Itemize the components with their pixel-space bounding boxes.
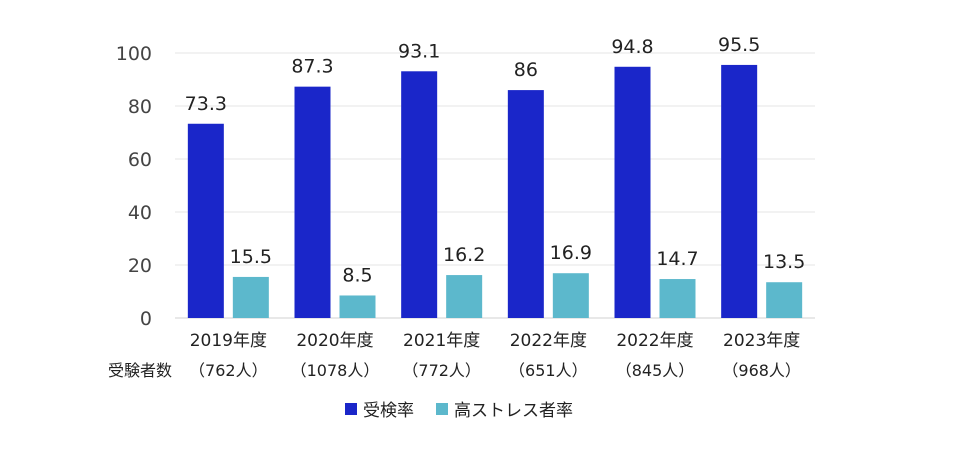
data-label-exam-rate: 94.8 <box>611 36 653 58</box>
y-tick-label: 60 <box>128 149 152 171</box>
data-label-exam-rate: 86 <box>514 59 538 81</box>
x-tick-label: 2022年度 <box>510 331 587 351</box>
x-tick-label: 2020年度 <box>296 331 373 351</box>
bar-exam-rate <box>614 66 651 318</box>
legend-swatch-exam-rate <box>345 402 357 415</box>
data-label-exam-rate: 87.3 <box>291 56 333 78</box>
gridlines <box>175 52 815 319</box>
x-axis-tick-labels: 2019年度 （762人） 2020年度 （1078人） 2021年度 （772人） 202… <box>108 331 801 380</box>
y-tick-label: 20 <box>128 255 152 277</box>
legend: 受検率 高ストレス者率 <box>345 396 595 421</box>
legend-swatch-high-stress-rate <box>436 402 448 415</box>
data-label-exam-rate: 93.1 <box>398 40 440 62</box>
x-tick-participants: （845人） <box>616 361 695 380</box>
data-label-exam-rate: 73.3 <box>185 93 227 115</box>
bar-high-stress-rate <box>552 273 589 318</box>
x-tick-label: 2022年度 <box>616 331 693 351</box>
legend-label-exam-rate: 受検率 <box>363 401 414 421</box>
x-tick-participants: （1078人） <box>291 361 380 380</box>
x-tick-participants: （772人） <box>402 361 481 380</box>
data-labels: 73.3 15.5 87.3 8.5 93.1 16.2 86 16.9 94.8 14.7 95.… <box>185 34 806 287</box>
y-tick-label: 100 <box>116 43 152 65</box>
legend-item-exam-rate: 受検率 <box>345 396 414 421</box>
x-tick-participants: （762人） <box>189 361 268 380</box>
legend-item-high-stress-rate: 高ストレス者率 <box>436 396 573 421</box>
y-tick-label: 40 <box>128 202 152 224</box>
x-tick-label: 2019年度 <box>190 331 267 351</box>
bar-high-stress-rate <box>339 295 376 318</box>
bar-high-stress-rate <box>232 276 269 318</box>
data-label-high-stress-rate: 13.5 <box>763 251 805 273</box>
x-tick-participants: （651人） <box>509 361 588 380</box>
data-label-high-stress-rate: 8.5 <box>342 264 372 286</box>
data-label-high-stress-rate: 14.7 <box>656 248 698 270</box>
data-label-high-stress-rate: 15.5 <box>230 246 272 268</box>
data-label-exam-rate: 95.5 <box>718 34 760 56</box>
x-tick-label: 2023年度 <box>723 331 800 351</box>
y-tick-label: 80 <box>128 96 152 118</box>
bar-exam-rate <box>294 86 331 318</box>
participants-row-label: 受験者数 <box>108 361 172 380</box>
legend-label-high-stress-rate: 高ストレス者率 <box>454 401 573 421</box>
y-tick-label: 0 <box>140 308 152 330</box>
bar-exam-rate <box>721 64 758 318</box>
bar-high-stress-rate <box>766 282 803 318</box>
bar-high-stress-rate <box>446 275 483 318</box>
data-label-high-stress-rate: 16.2 <box>443 244 485 266</box>
x-tick-participants: （968人） <box>722 361 801 380</box>
bar-exam-rate <box>187 123 224 318</box>
data-label-high-stress-rate: 16.9 <box>550 242 592 264</box>
y-axis-tick-labels: 0 20 40 60 80 100 <box>116 43 152 330</box>
bars <box>187 64 803 318</box>
bar-exam-rate <box>507 90 544 318</box>
bar-high-stress-rate <box>659 279 696 318</box>
bar-exam-rate <box>401 71 438 318</box>
x-tick-label: 2021年度 <box>403 331 480 351</box>
